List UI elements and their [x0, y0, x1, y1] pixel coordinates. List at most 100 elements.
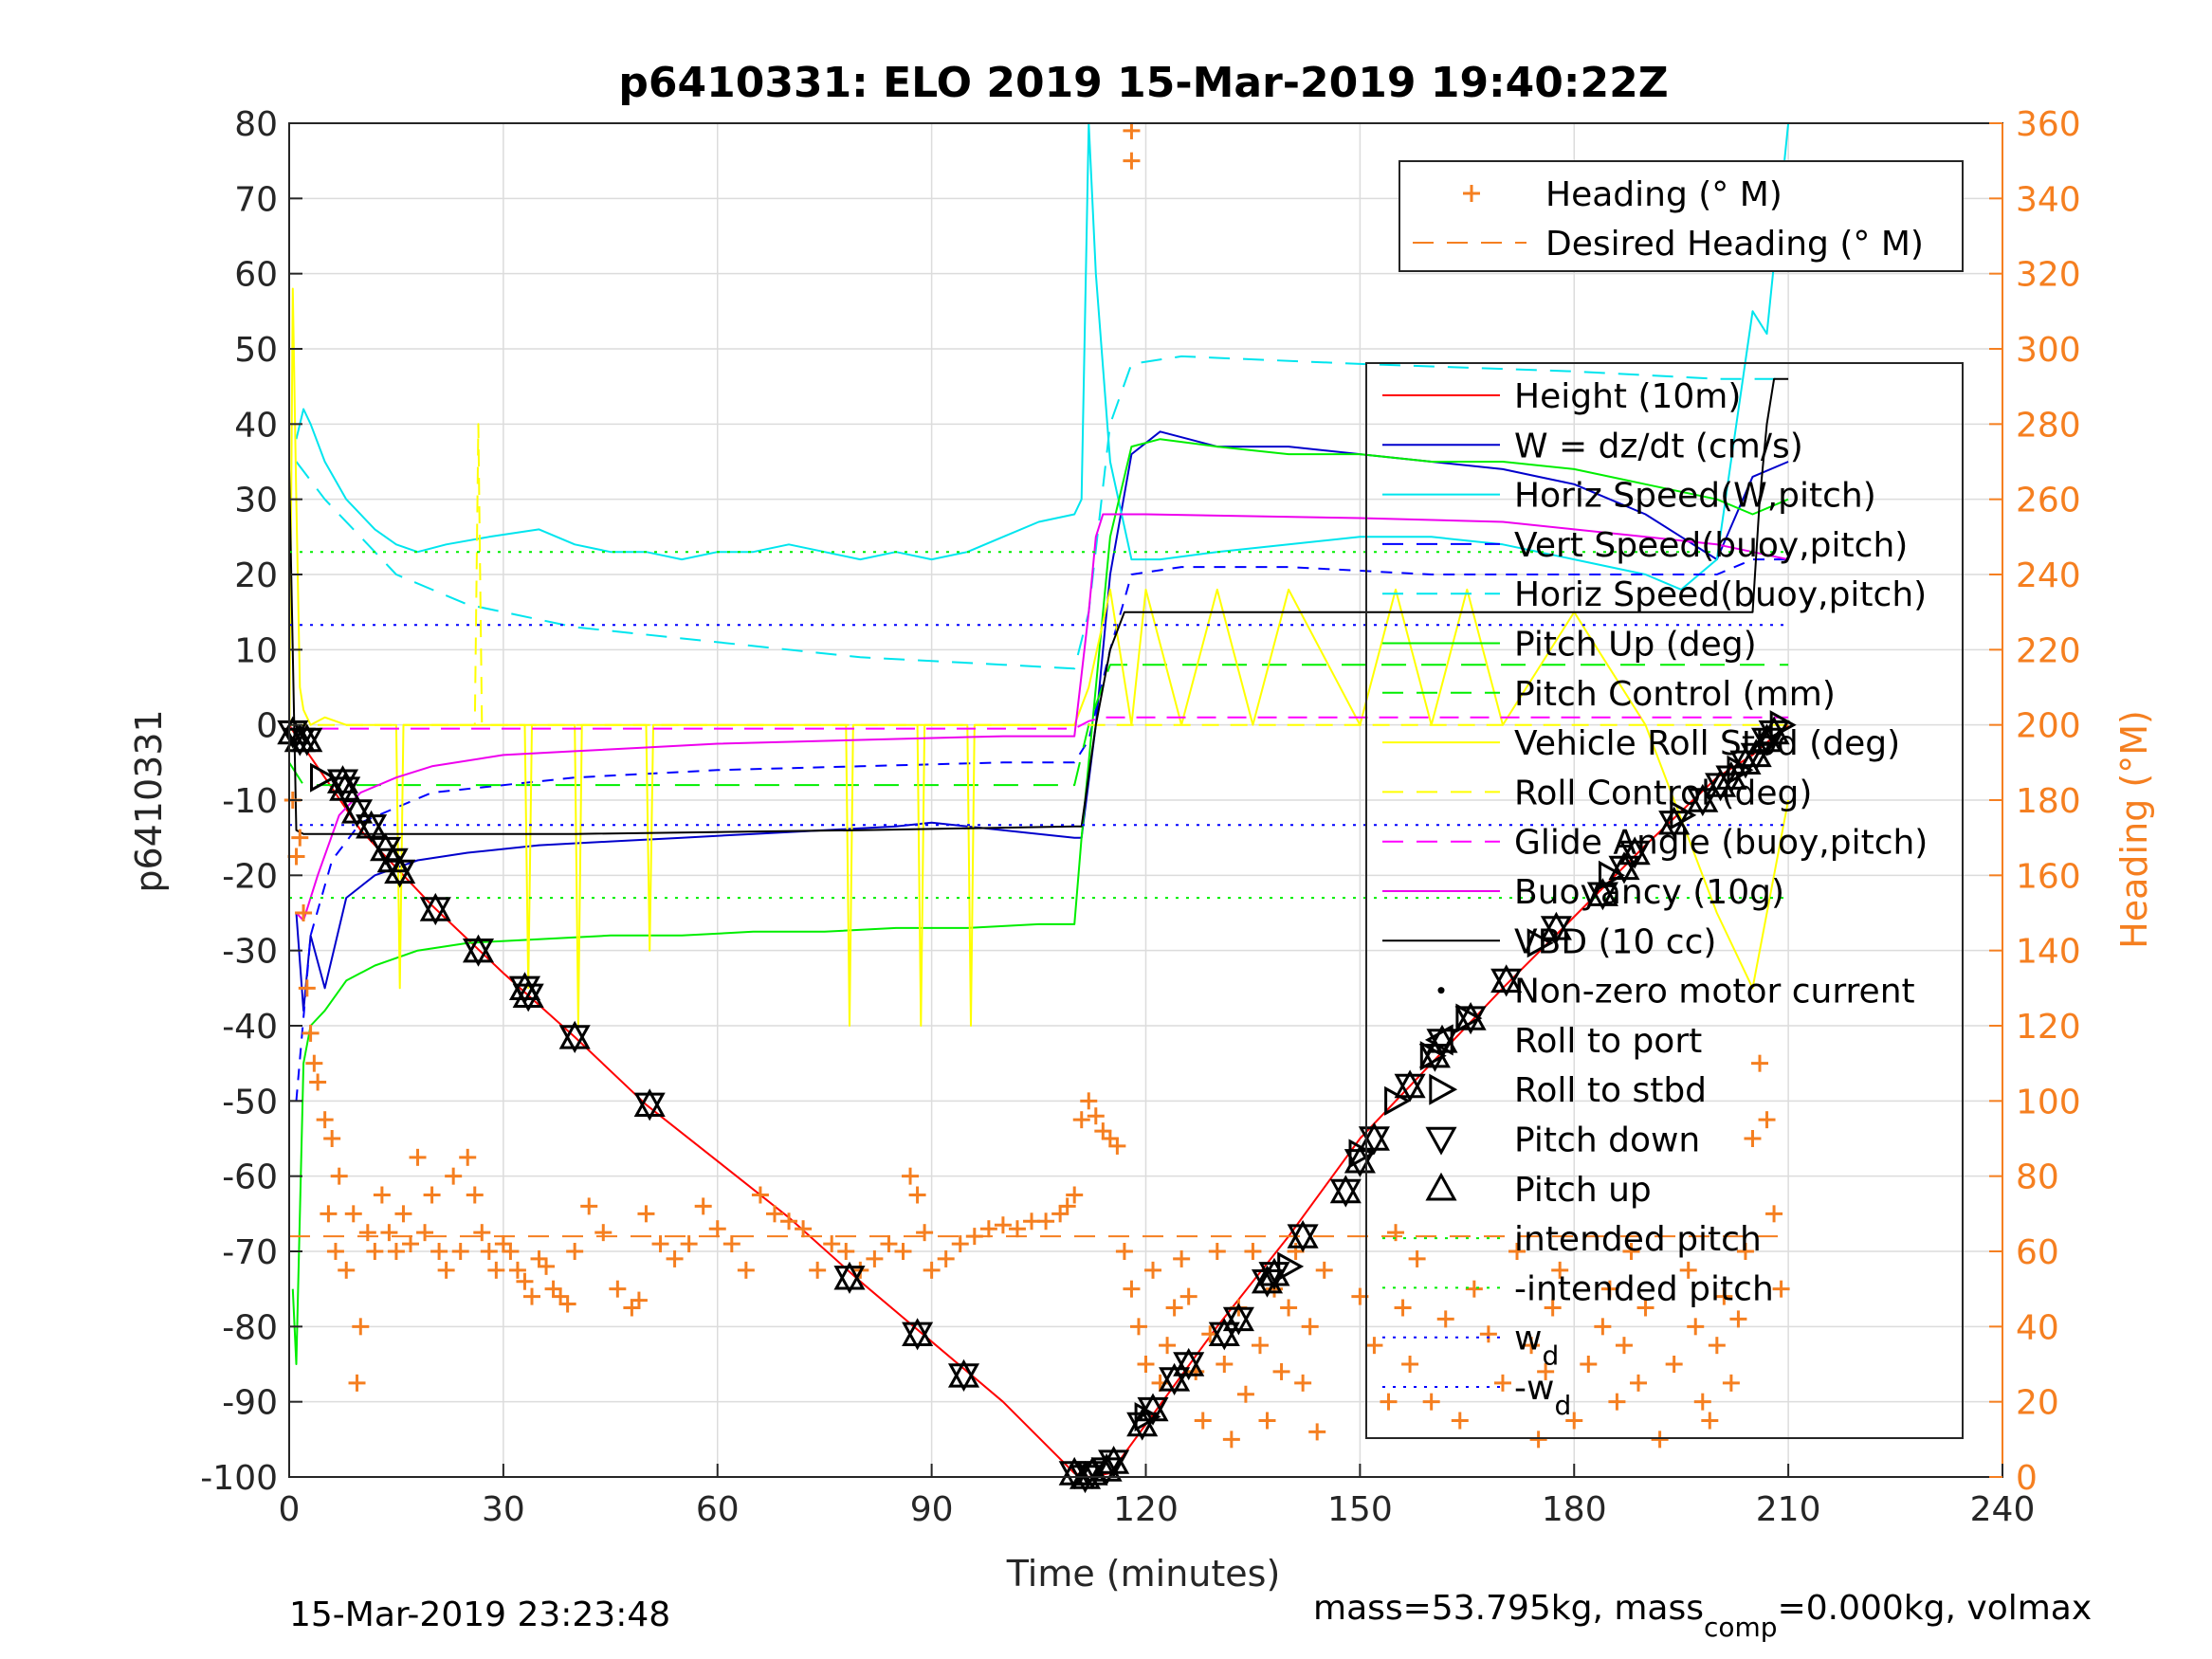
pitch-up-marker: [1586, 878, 1618, 906]
heading-point: [1308, 1423, 1326, 1441]
y2-tick-label: 60: [2016, 1233, 2059, 1272]
roll-stbd-marker: [1455, 1003, 1483, 1033]
heading-point: [751, 1186, 769, 1204]
y-tick-label: 30: [234, 482, 278, 520]
heading-point: [1008, 1220, 1026, 1238]
legend-main-label: Roll to port: [1514, 1022, 1702, 1061]
y-tick-label: 10: [234, 631, 278, 670]
heading-point: [1523, 1337, 1541, 1355]
heading-point: [837, 1243, 855, 1260]
pitch-up-marker: [340, 794, 374, 824]
heading-point: [1087, 1107, 1105, 1125]
heading-point: [1493, 1374, 1511, 1392]
heading-point: [544, 1280, 562, 1298]
y2-tick-label: 240: [2016, 556, 2081, 595]
heading-point: [348, 1374, 366, 1392]
heading-point: [1729, 1310, 1747, 1328]
heading-point: [1129, 1318, 1147, 1336]
y2-tick-label: 360: [2016, 105, 2081, 144]
legend-main-label: Pitch down: [1514, 1121, 1700, 1160]
pitch-up-marker: [291, 723, 323, 753]
heading-point: [908, 1186, 926, 1204]
heading-point: [387, 1243, 405, 1260]
heading-point: [1465, 1280, 1483, 1298]
y2-tick-label: 280: [2016, 406, 2081, 445]
heading-point: [1708, 1337, 1726, 1355]
roll-stbd-marker: [1134, 1401, 1161, 1432]
heading-point: [1387, 1224, 1405, 1242]
y-axis-label: p6410331: [128, 709, 170, 892]
pitch-up-marker: [1618, 836, 1651, 866]
heading-point: [823, 1235, 841, 1253]
heading-point: [1108, 1137, 1126, 1155]
heading-point: [416, 1224, 434, 1242]
heading-point: [1693, 1393, 1711, 1411]
y2-tick-label: 100: [2016, 1083, 2081, 1121]
heading-point: [298, 979, 316, 997]
heading-point: [1101, 1130, 1119, 1147]
x-tick-label: 180: [1542, 1490, 1607, 1529]
legend-main-entry: Roll Control (deg): [1382, 774, 1812, 812]
series-glide: [289, 716, 1789, 730]
y-tick-label: -100: [200, 1459, 278, 1498]
y-tick-label: -70: [222, 1233, 278, 1272]
heading-point: [1772, 1280, 1790, 1298]
heading-point: [538, 1257, 556, 1275]
pitch-up-marker: [1159, 1362, 1191, 1392]
pitch-up-marker: [419, 892, 451, 921]
heading-point: [1679, 1261, 1697, 1279]
heading-point: [1758, 1111, 1776, 1129]
pitch-up-marker: [1251, 1265, 1284, 1294]
y-tick-label: 80: [234, 105, 278, 144]
heading-point: [951, 1235, 969, 1253]
heading-point: [1194, 1412, 1212, 1430]
x-tick-label: 240: [1970, 1490, 2036, 1529]
legend-main-label: Roll to stbd: [1514, 1071, 1707, 1110]
pitch-up-marker: [1287, 1220, 1319, 1249]
heading-point: [1251, 1337, 1269, 1355]
legend-main-label: VBD (10 cc): [1514, 922, 1716, 961]
legend-main-label: Roll Control (deg): [1514, 774, 1812, 812]
heading-point: [637, 1205, 655, 1223]
heading-point: [1072, 1111, 1090, 1129]
y-tick-label: -40: [222, 1008, 278, 1047]
heading-point: [809, 1261, 827, 1279]
heading-point: [937, 1249, 955, 1267]
heading-point: [1401, 1356, 1419, 1373]
pitch-up-marker: [1540, 911, 1572, 940]
heading-point: [1294, 1374, 1312, 1392]
heading-point: [737, 1261, 755, 1279]
y2-tick-label: 140: [2016, 933, 2081, 972]
heading-point: [287, 848, 305, 866]
pitch-up-marker: [1687, 783, 1719, 812]
legend-swatch-triangle: [1429, 1073, 1458, 1105]
heading-point: [291, 829, 309, 847]
heading-point: [1208, 1243, 1226, 1260]
roll-stbd-marker: [1727, 755, 1754, 785]
heading-point: [795, 1220, 813, 1238]
roll-stbd-marker: [1769, 710, 1797, 740]
legend-main-entry: Pitch Control (mm): [1382, 675, 1836, 714]
series-buoy: [295, 513, 1789, 921]
heading-point: [305, 1054, 323, 1072]
x-tick-label: 30: [482, 1490, 525, 1529]
series-vbd: [288, 377, 1789, 835]
heading-point: [594, 1224, 612, 1242]
heading-point: [437, 1261, 455, 1279]
legend-main-entry: Horiz Speed(W,pitch): [1382, 477, 1876, 516]
roll-stbd-marker: [1384, 1085, 1412, 1116]
heading-point: [320, 1205, 338, 1223]
heading-point: [423, 1186, 441, 1204]
heading-point: [923, 1261, 941, 1279]
legend-main-entry: Glide Angle (buoy,pitch): [1382, 824, 1928, 863]
y-tick-label: -90: [222, 1384, 278, 1423]
y2-tick-label: 40: [2016, 1308, 2059, 1347]
heading-point: [1615, 1337, 1633, 1355]
legend-main-entry: Pitch down: [1425, 1121, 1700, 1160]
heading-point: [344, 1205, 362, 1223]
legend-main-entry: -intended pitch: [1382, 1269, 1774, 1308]
y2-tick-label: 160: [2016, 857, 2081, 896]
pitch-up-marker: [1490, 964, 1523, 994]
heading-point: [459, 1148, 477, 1166]
